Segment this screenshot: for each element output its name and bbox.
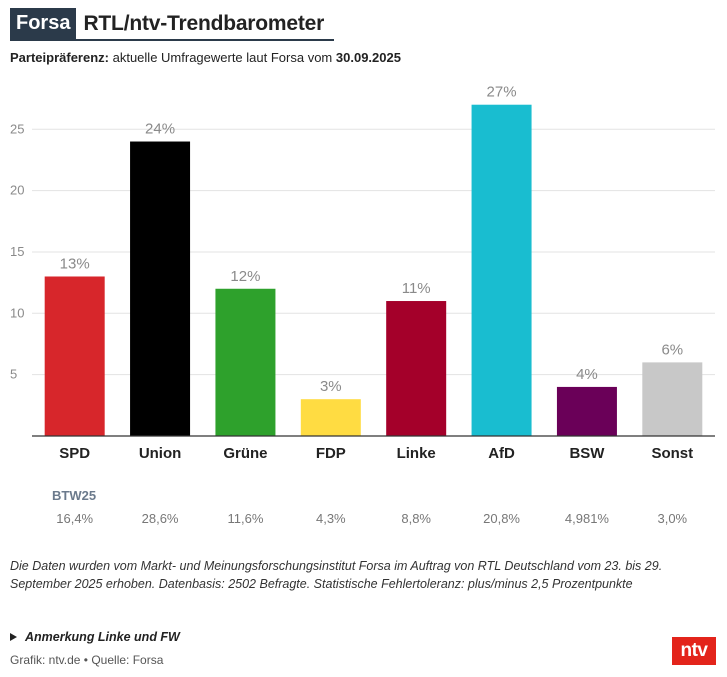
category-label: FDP	[316, 445, 346, 462]
btw-label: BTW25	[52, 488, 97, 503]
forsa-badge: Forsa	[10, 8, 77, 39]
bar	[642, 362, 703, 436]
header: Forsa RTL/ntv-Trendbarometer	[10, 8, 335, 41]
value-label: 4%	[576, 366, 598, 383]
y-tick-label: 10	[10, 305, 24, 320]
bar	[130, 141, 191, 436]
value-label: 3%	[320, 378, 342, 395]
y-tick-label: 25	[10, 121, 24, 136]
chart-title: RTL/ntv-Trendbarometer	[83, 11, 325, 35]
y-tick-label: 20	[10, 183, 24, 198]
btw-value: 16,4%	[56, 511, 94, 526]
footnote-toggle[interactable]: Anmerkung Linke und FW	[10, 630, 180, 644]
btw-value: 20,8%	[483, 511, 520, 526]
bar	[386, 301, 447, 436]
btw-value: 3,0%	[657, 511, 688, 526]
ntv-logo: ntv	[672, 637, 716, 665]
value-label: 13%	[60, 255, 90, 272]
btw-value: 11,6%	[227, 511, 264, 526]
category-label: Sonst	[651, 445, 693, 462]
category-label: SPD	[59, 445, 90, 462]
category-label: Grüne	[223, 445, 267, 462]
subtitle-label: Parteipräferenz:	[10, 50, 109, 65]
bar	[44, 276, 105, 436]
y-tick-label: 5	[10, 367, 17, 382]
bar-chart: 5 10 15 20 25 13% SPD 24% Union 12% Grüne 3% FDP 11% L…	[10, 84, 715, 462]
value-label: 12%	[230, 268, 260, 285]
credit: Grafik: ntv.de • Quelle: Forsa	[10, 653, 164, 667]
value-label: 11%	[402, 280, 431, 297]
btw-value: 4,3%	[315, 511, 346, 526]
category-label: Linke	[397, 445, 436, 462]
subtitle: Parteipräferenz: aktuelle Umfragewerte l…	[10, 50, 401, 65]
btw-row: 16,4% 28,6% 11,6% 4,3% 8,8% 20,8% 4,981% 3,0%	[0, 511, 727, 531]
category-label: Union	[139, 445, 182, 462]
category-label: BSW	[569, 445, 605, 462]
bar	[471, 104, 532, 437]
bar	[215, 288, 276, 436]
value-label: 6%	[661, 341, 683, 358]
value-label: 27%	[487, 84, 517, 101]
bar	[556, 386, 617, 436]
methodology-note: Die Daten wurden vom Markt- und Meinungs…	[10, 559, 663, 591]
btw-value: 4,981%	[564, 511, 609, 526]
subtitle-text: aktuelle Umfragewerte laut Forsa vom	[112, 50, 333, 65]
subtitle-date: 30.09.2025	[335, 50, 401, 65]
btw-value: 8,8%	[401, 511, 431, 526]
footnote-label[interactable]: Anmerkung Linke und FW	[25, 630, 180, 644]
category-label: AfD	[488, 445, 515, 462]
bar	[300, 399, 361, 436]
y-tick-label: 15	[10, 244, 24, 259]
btw-value: 28,6%	[141, 511, 179, 526]
value-label: 24%	[145, 121, 175, 138]
triangle-right-icon[interactable]	[10, 633, 17, 641]
